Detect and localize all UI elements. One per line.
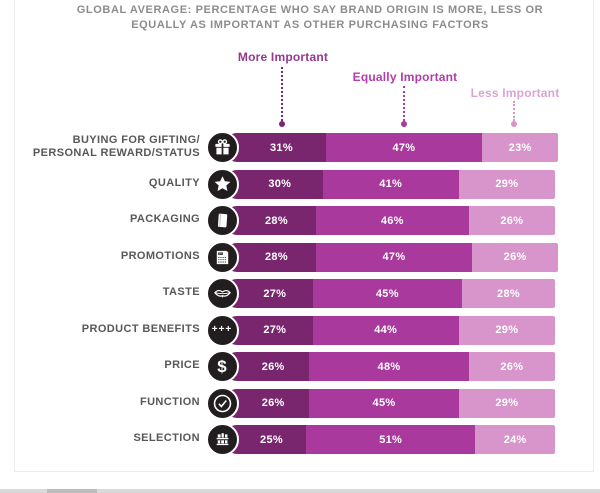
- category-label-line: BUYING FOR GIFTING/: [72, 133, 200, 146]
- stacked-bar: 26% 45% 29%: [223, 388, 555, 418]
- stacked-bar: 28% 47% 26%: [223, 242, 559, 272]
- category-label-line: TASTE: [162, 286, 200, 298]
- legend-label-more-important: More Important: [237, 50, 329, 64]
- category-label: PROMOTIONS: [0, 250, 200, 263]
- category-label: SELECTION: [0, 432, 200, 445]
- star-icon: [205, 167, 239, 201]
- stacked-bar: 31% 47% 23%: [223, 133, 559, 162]
- chart-title-line-2: EQUALLY AS IMPORTANT AS OTHER PURCHASING…: [131, 19, 489, 31]
- bar-segment-less-important: 24%: [475, 425, 555, 454]
- promotions-icon: SALE: [205, 240, 239, 274]
- stacked-bar: 26% 48% 26%: [223, 352, 555, 381]
- legend-leader-line: [513, 101, 515, 121]
- bar-segment-equally-important: 51%: [306, 425, 476, 454]
- category-label: PACKAGING: [0, 213, 200, 226]
- bar-segment-less-important: 26%: [468, 206, 555, 235]
- category-label: PRODUCT BENEFITS: [0, 323, 200, 336]
- bar-segment-more-important: 31%: [223, 133, 326, 162]
- category-label-line: PERSONAL REWARD/STATUS: [32, 146, 200, 159]
- check-icon: [205, 386, 239, 420]
- legend-leader-line: [281, 67, 283, 121]
- selection-icon: [205, 423, 239, 456]
- bar-segment-equally-important: 47%: [325, 133, 482, 162]
- stacked-bar: 28% 46% 26%: [223, 206, 555, 235]
- stacked-bar: 25% 51% 24%: [223, 425, 555, 454]
- legend-label-equally-important: Equally Important: [352, 70, 458, 84]
- stacked-bar: 27% 45% 28%: [223, 279, 555, 308]
- bar-segment-less-important: 29%: [458, 315, 555, 345]
- bar-segment-equally-important: 44%: [312, 315, 459, 345]
- taste-icon: [205, 277, 239, 310]
- bar-segment-less-important: 23%: [481, 133, 559, 162]
- category-label: FUNCTION: [0, 396, 200, 409]
- bar-segment-less-important: 29%: [458, 169, 555, 199]
- chart-title-line-1: GLOBAL AVERAGE: PERCENTAGE WHO SAY BRAND…: [76, 4, 544, 16]
- bar-segment-equally-important: 45%: [312, 279, 463, 308]
- stacked-bar: 30% 41% 29%: [223, 169, 555, 199]
- bar-segment-equally-important: 46%: [315, 206, 469, 235]
- bar-segment-less-important: 26%: [468, 352, 555, 381]
- bar-segment-equally-important: 45%: [309, 388, 459, 418]
- legend-dot: [511, 121, 517, 127]
- legend-leader-line: [403, 86, 405, 121]
- bar-segment-less-important: 28%: [462, 279, 555, 308]
- bar-segment-equally-important: 48%: [309, 352, 469, 381]
- category-label-line: PRICE: [164, 359, 200, 371]
- horizontal-scrollbar[interactable]: [0, 489, 600, 493]
- svg-text:SALE: SALE: [218, 252, 225, 255]
- bar-segment-more-important: 28%: [223, 242, 316, 272]
- category-label-line: PRODUCT BENEFITS: [81, 322, 200, 335]
- plus-plus-plus-icon: +++: [205, 313, 239, 347]
- dollar-icon: $: [205, 350, 239, 383]
- category-label: TASTE: [0, 286, 200, 299]
- legend-dot: [279, 121, 285, 127]
- scrollbar-thumb[interactable]: [47, 489, 97, 493]
- category-label-line: SELECTION: [133, 432, 200, 444]
- legend-label-less-important: Less Important: [470, 86, 560, 100]
- stacked-bar: 27% 44% 29%: [223, 315, 555, 345]
- category-label-line: QUALITY: [148, 176, 200, 189]
- package-icon: [205, 204, 239, 237]
- category-label: BUYING FOR GIFTING/PERSONAL REWARD/STATU…: [0, 134, 200, 160]
- category-label-line: FUNCTION: [139, 395, 200, 408]
- bar-segment-equally-important: 47%: [315, 242, 472, 272]
- category-label: QUALITY: [0, 177, 200, 190]
- category-label-line: PROMOTIONS: [120, 249, 200, 262]
- gift-icon: [205, 131, 239, 164]
- bar-segment-less-important: 26%: [471, 242, 559, 272]
- bar-segment-equally-important: 41%: [322, 169, 459, 199]
- category-label: PRICE: [0, 359, 200, 372]
- chart-title: GLOBAL AVERAGE: PERCENTAGE WHO SAY BRAND…: [60, 3, 560, 33]
- legend-dot: [401, 121, 407, 127]
- category-label-line: PACKAGING: [129, 213, 200, 225]
- bar-segment-more-important: 30%: [223, 169, 323, 199]
- bar-segment-less-important: 29%: [458, 388, 555, 418]
